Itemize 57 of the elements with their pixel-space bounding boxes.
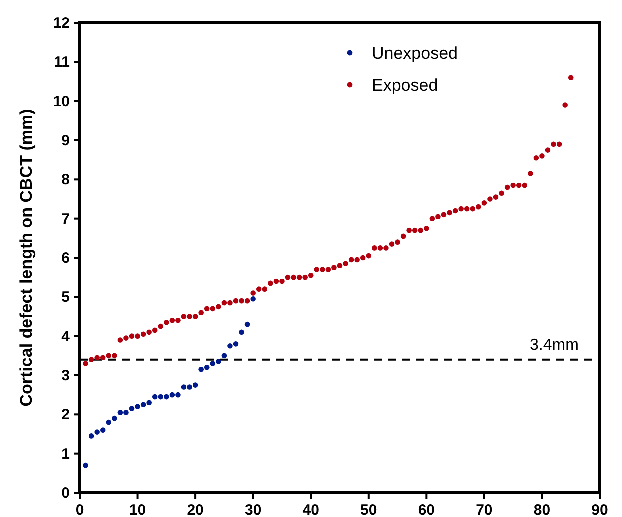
point [129,406,135,412]
point [124,410,129,416]
y-tick-label: 9 [62,132,70,150]
point [204,365,210,370]
point [112,416,118,422]
point [106,420,112,426]
point [198,366,204,372]
y-tick-label: 11 [54,54,70,72]
y-tick-label: 4 [62,328,71,346]
point [170,392,176,398]
point [100,428,106,433]
point [250,296,256,302]
point [210,361,216,366]
point [118,410,124,416]
point [152,394,158,400]
point [222,353,228,359]
point [158,394,164,400]
point [239,330,244,336]
point [83,462,88,468]
x-tick-label: 20 [187,502,204,517]
x-tick-label: 10 [129,502,146,517]
point [88,434,94,439]
y-tick-label: 0 [62,485,70,502]
y-tick-label: 1 [62,446,70,463]
y-tick-label: 5 [62,289,70,306]
point [187,384,192,390]
point [233,342,239,347]
x-tick-label: 90 [592,502,608,517]
point [181,384,187,390]
point [135,404,140,410]
y-tick-label: 3 [62,368,70,384]
y-tick-label: 8 [62,172,70,189]
x-tick-label: 0 [76,502,84,517]
point [140,402,146,408]
point [164,394,170,400]
y-axis-title: Cortical defect length on CBCT (mm) [17,109,36,407]
point [244,322,250,328]
ref-line-label: 3.4mm [530,336,579,354]
point [146,400,152,406]
x-tick-label: 80 [534,502,551,517]
y-tick-label: 6 [62,250,70,267]
y-tick-label: 7 [62,210,70,228]
x-tick-label: 60 [418,502,436,517]
point [176,392,181,398]
x-tick-label: 70 [476,502,493,517]
y-tick-label: 12 [53,15,70,32]
legend-label: Exposed [372,76,438,95]
point [216,359,222,364]
point [228,343,233,349]
x-tick-label: 30 [244,502,262,517]
x-tick-label: 40 [302,502,320,517]
point [192,382,198,388]
y-tick-label: 2 [62,406,70,424]
y-tick-label: 10 [53,93,70,110]
point [94,430,100,435]
x-tick-label: 50 [360,502,378,517]
legend-label: Unexposed [372,44,458,63]
